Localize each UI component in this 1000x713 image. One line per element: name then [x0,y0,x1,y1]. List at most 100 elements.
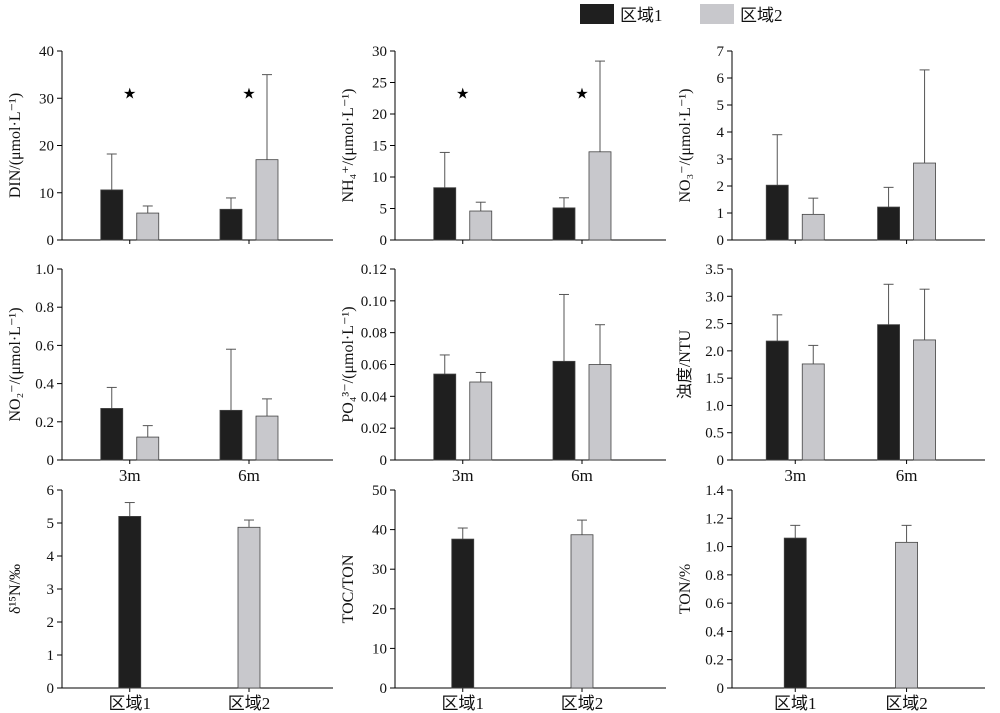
x-tick-label: 3m [784,466,806,485]
chart-panel-9: 0 0.2 0.4 0.6 0.8 1.0 1.2 1.4 TON/% 区域1 区域2 [677,483,985,713]
y-axis-label: TON/% [677,564,694,614]
y-tick-label: 5 [717,98,725,114]
bar-region2 [588,364,612,461]
bar-region1 [877,324,900,461]
bar-region1 [219,208,243,241]
y-tick-label: 40 [39,44,54,60]
bar-region1 [118,516,142,689]
bar-region1 [783,537,807,689]
bar-region2 [255,159,279,241]
y-tick-label: 6 [717,71,725,87]
y-tick-label: 1.5 [705,371,724,387]
y-tick-label: 3.0 [705,289,724,305]
y-tick-label: 1.0 [705,540,724,556]
x-tick-label: 3m [119,466,141,485]
x-tick-label: 6m [571,466,593,485]
y-tick-label: 0 [47,233,55,249]
chart-panel-6: 0 0.5 1.0 1.5 2.0 2.5 3.0 3.5 浊度/NTU 3m 6m [676,262,985,485]
bar-region1 [433,373,457,461]
significance-star: ★ [575,86,588,102]
y-tick-label: 0 [47,453,55,469]
bar-region2 [801,213,825,241]
bar-region1 [100,189,124,241]
chart-panel-3: 0 1 2 3 4 5 6 7 NO₃⁻/(μmol·L⁻¹) [677,44,985,249]
y-tick-label: 10 [39,186,54,202]
chart-panel-7: 0 1 2 3 4 5 6 δ¹⁵N/‰ 区域1 区域2 [7,483,333,713]
y-tick-label: 0.10 [361,294,387,310]
bar-region1 [877,206,900,241]
bar-region2 [136,436,160,461]
y-axis-label: TOC/TON [340,554,357,623]
y-tick-label: 10 [372,641,387,657]
y-tick-label: 3 [47,582,55,598]
bar-region2 [469,210,493,241]
y-tick-label: 1.0 [705,398,724,414]
x-tick-label: 6m [238,466,260,485]
y-axis-label: NO₃⁻/(μmol·L⁻¹) [677,88,694,202]
bar-region1 [552,360,576,461]
y-tick-label: 1 [717,206,725,222]
y-tick-label: 2 [717,179,725,195]
y-tick-label: 5 [47,516,55,532]
y-tick-label: 4 [47,549,55,565]
legend: 区域1 区域2 [580,4,783,25]
y-axis-label: δ¹⁵N/‰ [7,564,24,614]
bar-region2 [570,534,594,689]
y-tick-label: 0.6 [705,596,724,612]
bar-region1 [765,184,789,241]
bar-region1 [765,340,789,461]
chart-panel-4: 0 0.2 0.4 0.6 0.8 1.0 NO₂⁻/(μmol·L⁻¹) 3m 6m [7,262,333,485]
significance-star: ★ [123,86,136,102]
y-tick-label: 0.6 [35,338,54,354]
x-tick-label: 区域1 [109,694,152,713]
x-tick-label: 区域2 [228,694,271,713]
bar-region2 [255,415,279,461]
y-tick-label: 0.5 [705,426,724,442]
y-tick-label: 20 [39,139,54,155]
y-tick-label: 0.08 [361,326,387,342]
y-tick-label: 0.2 [35,415,54,431]
y-axis-label: PO₄³⁻/(μmol·L⁻¹) [340,306,357,422]
y-tick-label: 0.06 [361,358,388,374]
y-tick-label: 0.04 [361,389,388,405]
x-tick-label: 区域2 [561,694,604,713]
bar-region1 [100,408,124,461]
legend-label-region1: 区域1 [620,6,663,25]
y-tick-label: 0.4 [705,624,724,640]
x-tick-label: 区域1 [774,694,817,713]
y-tick-label: 15 [372,139,387,155]
y-tick-label: 0 [717,453,725,469]
bar-region2 [913,162,936,241]
y-tick-label: 5 [380,202,388,218]
chart-panel-5: 0 0.02 0.04 0.06 0.08 0.10 0.12 PO₄³⁻/(μmol·L⁻¹… [340,262,666,485]
x-tick-label: 3m [452,466,474,485]
bar-region1 [451,538,475,689]
y-tick-label: 6 [47,483,55,499]
y-axis-label: NO₂⁻/(μmol·L⁻¹) [7,307,24,421]
y-tick-label: 0 [717,233,725,249]
y-axis-label: DIN/(μmol·L⁻¹) [7,93,24,198]
significance-star: ★ [456,86,469,102]
bar-region1 [552,207,576,241]
y-tick-label: 0.12 [361,262,387,278]
bar-region2 [895,541,918,689]
x-tick-label: 区域1 [442,694,485,713]
y-tick-label: 0.8 [35,300,54,316]
y-tick-label: 0 [380,681,388,697]
chart-panel-1: 0 10 20 30 40 DIN/(μmol·L⁻¹) ★ ★ [7,44,333,249]
bar-region2 [469,381,493,461]
x-tick-label: 6m [896,466,918,485]
bar-region2 [801,363,825,461]
y-axis-label: NH₄⁺/(μmol·L⁻¹) [340,88,357,202]
legend-swatch-region1 [580,4,614,24]
y-tick-label: 1.4 [705,483,724,499]
y-tick-label: 0 [380,453,388,469]
y-tick-label: 1.0 [35,262,54,278]
y-tick-label: 40 [372,523,387,539]
y-tick-label: 2.0 [705,344,724,360]
significance-star: ★ [242,86,255,102]
bar-region2 [237,526,261,689]
y-tick-label: 3 [717,152,725,168]
